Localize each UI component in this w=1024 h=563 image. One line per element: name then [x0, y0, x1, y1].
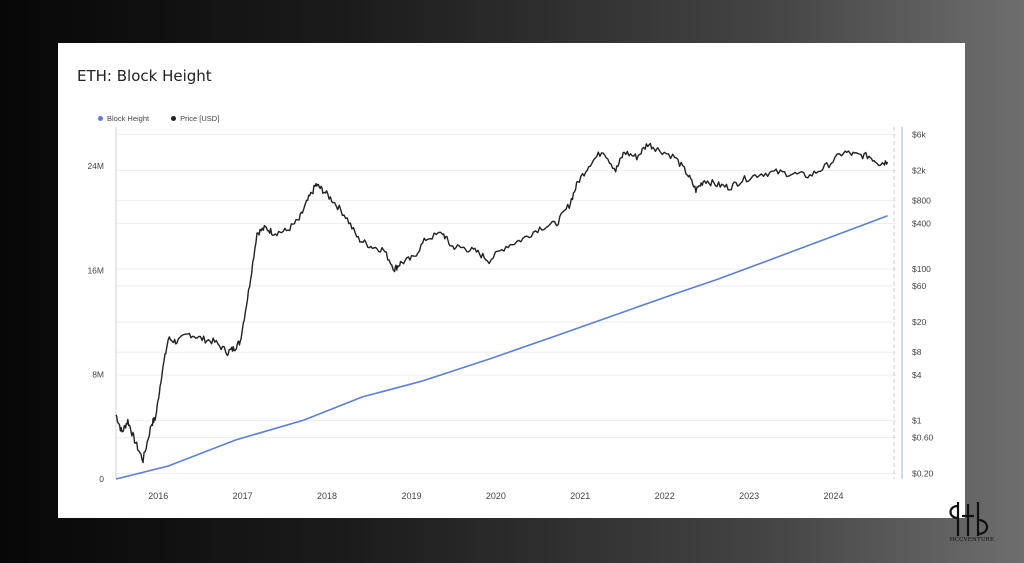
y-right-tick-label: $0.60	[912, 432, 934, 442]
series-line-price	[115, 142, 889, 464]
legend-item-block-height[interactable]: Block Height	[98, 114, 149, 123]
x-tick-label: 2023	[739, 491, 759, 501]
y-right-tick-label: $800	[912, 196, 931, 206]
legend-item-price[interactable]: Price [USD]	[171, 114, 219, 123]
series-line-block-height	[115, 214, 888, 480]
y-right-tick-label: $20	[912, 317, 926, 327]
y-right-tick-label: $100	[912, 264, 931, 274]
y-left-tick-label: 16M	[87, 265, 104, 275]
x-tick-label: 2020	[486, 491, 506, 501]
y-right-tick-label: $0.20	[912, 469, 934, 479]
x-tick-label: 2019	[401, 491, 421, 501]
x-tick-label: 2018	[317, 491, 337, 501]
chart-card: ETH: Block Height Block Height Price [US…	[58, 43, 965, 518]
logo-text: HCCVENTURE	[949, 537, 995, 543]
y-right-tick-label: $60	[912, 281, 926, 291]
y-right-tick-label: $4	[912, 370, 922, 380]
logo-mark-icon	[949, 502, 989, 536]
chart-title: ETH: Block Height	[77, 67, 212, 85]
y-right-tick-label: $400	[912, 218, 931, 228]
y-right-tick-label: $6k	[912, 129, 926, 139]
legend-dot-price	[171, 116, 177, 121]
y-left-tick-label: 24M	[87, 161, 104, 171]
x-tick-label: 2016	[148, 491, 168, 501]
y-right-tick-label: $8	[912, 347, 922, 357]
chart-svg: 0 8M 16M 24M $6k $2k $800 $400 $100 $60 $20 $8 $4 $1 $…	[87, 127, 934, 501]
y-left-tick-label: 8M	[92, 370, 104, 380]
legend-label-block-height: Block Height	[107, 114, 150, 123]
legend: Block Height Price [USD]	[98, 114, 219, 123]
y-right-tick-label: $1	[912, 416, 922, 426]
legend-dot-block-height	[98, 116, 103, 121]
y-right-tick-label: $2k	[912, 166, 926, 176]
x-tick-label: 2017	[233, 491, 253, 501]
x-tick-label: 2024	[824, 491, 844, 501]
y-left-tick-label: 0	[99, 474, 104, 484]
legend-label-price: Price [USD]	[180, 114, 220, 123]
x-tick-label: 2021	[570, 491, 590, 501]
brand-logo: HCCVENTURE	[944, 500, 1000, 548]
x-tick-label: 2022	[655, 491, 675, 501]
